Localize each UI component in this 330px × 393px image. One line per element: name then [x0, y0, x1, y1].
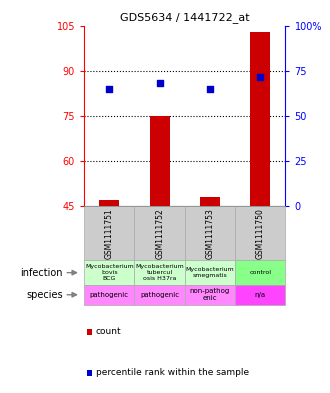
Text: species: species [26, 290, 63, 300]
Text: n/a: n/a [255, 292, 266, 298]
Point [107, 86, 112, 92]
Text: Mycobacterium
smegmatis: Mycobacterium smegmatis [185, 267, 234, 278]
Text: pathogenic: pathogenic [140, 292, 179, 298]
Text: Mycobacterium
tubercul
osis H37ra: Mycobacterium tubercul osis H37ra [135, 264, 184, 281]
Point [258, 73, 263, 80]
Text: GSM1111753: GSM1111753 [206, 208, 214, 259]
Point [157, 80, 162, 86]
Text: non-pathog
enic: non-pathog enic [190, 288, 230, 301]
Text: pathogenic: pathogenic [90, 292, 129, 298]
Text: count: count [96, 327, 121, 336]
Bar [99, 200, 119, 206]
Text: Mycobacterium
bovis
BCG: Mycobacterium bovis BCG [85, 264, 134, 281]
Title: GDS5634 / 1441722_at: GDS5634 / 1441722_at [120, 12, 249, 23]
Bar [200, 197, 220, 206]
Text: GSM1111751: GSM1111751 [105, 208, 114, 259]
Bar [149, 116, 170, 206]
Text: control: control [249, 270, 271, 275]
Text: GSM1111750: GSM1111750 [256, 208, 265, 259]
Text: GSM1111752: GSM1111752 [155, 208, 164, 259]
Point [207, 86, 213, 92]
Bar [250, 31, 270, 206]
Text: percentile rank within the sample: percentile rank within the sample [96, 368, 249, 377]
Text: infection: infection [20, 268, 63, 277]
